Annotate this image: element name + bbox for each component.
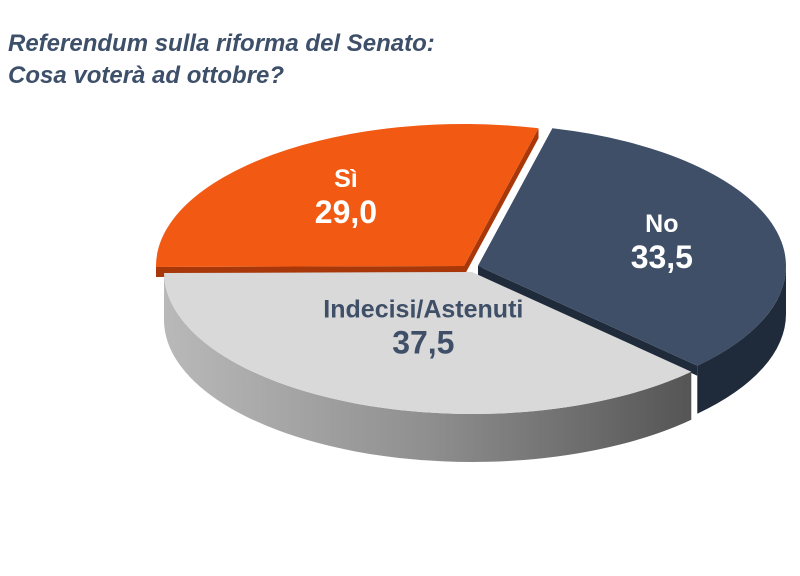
slice-label-value: 37,5 [392, 324, 454, 360]
slice-label-name: Indecisi/Astenuti [323, 295, 523, 323]
pie-edge-no [478, 266, 698, 376]
slice-label-value: 29,0 [315, 194, 377, 230]
pie-side-indecisi-astenuti [164, 272, 692, 462]
pie-side-no [697, 266, 786, 414]
pie-slice-s- [156, 124, 539, 267]
pie-slice-indecisi-astenuti [164, 272, 692, 414]
chart-title-line2: Cosa voterà ad ottobre? [8, 62, 285, 89]
pie-edge-s- [464, 128, 539, 276]
slice-label-name: Sì [334, 165, 358, 193]
slice-label-value: 33,5 [631, 239, 693, 275]
pie-slice-no [478, 128, 786, 366]
chart-title: Referendum sulla riforma del Senato: Cos… [8, 28, 435, 92]
chart-title-line1: Referendum sulla riforma del Senato: [8, 30, 435, 57]
slice-label-name: No [645, 210, 678, 238]
